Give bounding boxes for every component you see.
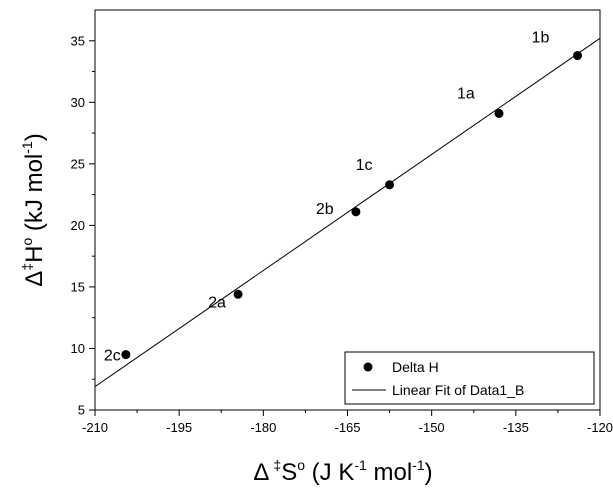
point-label-1a: 1a xyxy=(457,85,475,102)
y-tick-label: 30 xyxy=(71,95,85,110)
y-tick-label: 35 xyxy=(71,33,85,48)
data-point-1a xyxy=(494,108,504,118)
data-points xyxy=(121,51,583,360)
x-tick-label: -120 xyxy=(587,420,613,435)
point-label-2b: 2b xyxy=(316,201,334,218)
y-tick-label: 15 xyxy=(71,279,85,294)
data-point-2c xyxy=(121,350,131,360)
y-tick-label: 10 xyxy=(71,341,85,356)
point-label-1c: 1c xyxy=(356,157,373,174)
legend-box xyxy=(344,351,595,405)
legend-marker-delta-h xyxy=(363,362,373,372)
legend: Delta H Linear Fit of Data1_B xyxy=(344,351,595,405)
x-tick-label: -165 xyxy=(334,420,360,435)
data-point-1c xyxy=(385,180,395,190)
point-labels: 1b 1a 1c 2b 2a 2c xyxy=(104,30,550,365)
x-axis: -210 -195 -180 -165 -150 -135 -120 xyxy=(82,410,613,435)
y-axis: 5 10 15 20 25 30 35 xyxy=(71,33,95,418)
y-tick-label: 5 xyxy=(78,403,85,418)
x-tick-label: -135 xyxy=(503,420,529,435)
point-label-2c: 2c xyxy=(104,348,121,365)
y-tick-label: 25 xyxy=(71,156,85,171)
point-label-2a: 2a xyxy=(208,294,226,311)
data-point-2a xyxy=(233,289,243,299)
x-tick-label: -180 xyxy=(250,420,276,435)
point-label-1b: 1b xyxy=(532,30,550,47)
data-point-1b xyxy=(573,51,583,61)
y-axis-title: Δ‡Ho (kJ mol-1) xyxy=(19,133,48,286)
legend-label-fit: Linear Fit of Data1_B xyxy=(392,382,524,398)
legend-label-delta-h: Delta H xyxy=(392,359,439,375)
plot-frame xyxy=(94,9,601,411)
fit-line xyxy=(94,37,601,388)
data-point-2b xyxy=(351,207,361,217)
x-tick-label: -150 xyxy=(419,420,445,435)
x-axis-title: Δ ‡So (J K-1 mol-1) xyxy=(253,457,432,486)
x-tick-label: -195 xyxy=(166,420,192,435)
x-tick-label: -210 xyxy=(82,420,108,435)
y-tick-label: 20 xyxy=(71,218,85,233)
